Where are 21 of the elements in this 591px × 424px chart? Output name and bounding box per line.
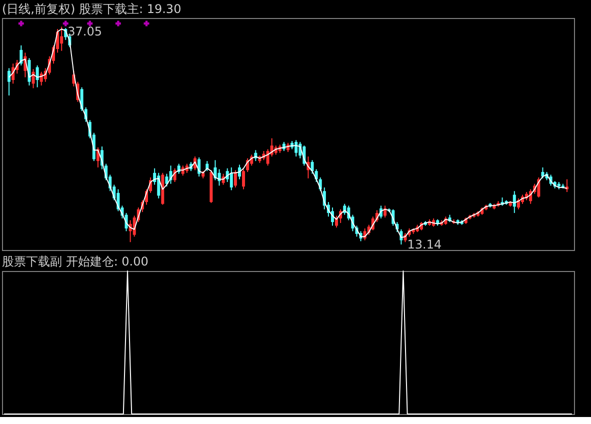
candlestick	[20, 44, 23, 66]
chart-title: (日线,前复权) 股票下载主: 19.30	[2, 2, 182, 16]
annotation: 13.14	[407, 237, 442, 252]
candlestick	[234, 170, 237, 188]
candlestick	[80, 86, 84, 112]
candlestick	[310, 160, 314, 174]
candlestick	[314, 168, 318, 182]
candlestick	[165, 173, 168, 188]
annotation: 37.05	[68, 24, 102, 39]
candlestick	[294, 140, 298, 157]
candlestick	[36, 64, 39, 88]
candlestick	[198, 156, 201, 178]
candlestick	[8, 68, 11, 96]
candlestick	[512, 190, 516, 214]
chart-title: 股票下载副 开始建仓: 0.00	[2, 254, 148, 268]
candlestick	[565, 178, 568, 193]
candlestick	[60, 26, 64, 52]
candlestick	[242, 168, 246, 190]
candlestick	[230, 166, 233, 191]
candlestick	[266, 148, 270, 166]
candlestick	[40, 71, 43, 86]
